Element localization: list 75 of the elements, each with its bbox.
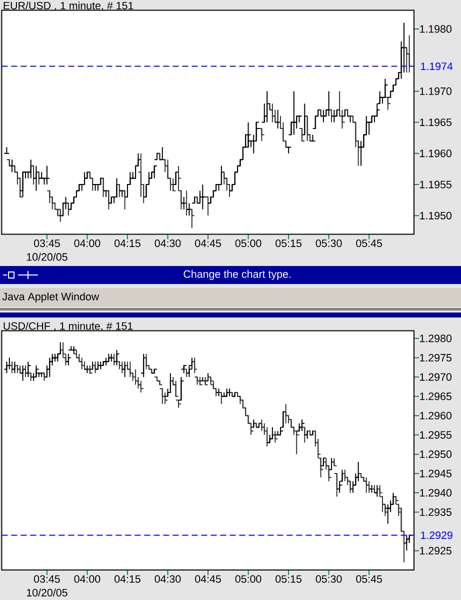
x-tick-label: 04:00 (74, 240, 100, 248)
x-tick-label: 05:30 (316, 240, 342, 248)
candlestick (184, 190, 190, 216)
candlestick (296, 116, 302, 123)
x-tick-label: 04:45 (195, 575, 221, 583)
candlestick (298, 128, 305, 142)
candlestick (138, 380, 144, 393)
y-tick-label: 1.2935 (420, 508, 452, 516)
candlestick (404, 47, 410, 74)
candlestick (33, 364, 40, 378)
candlestick (60, 202, 66, 216)
candlestick (116, 184, 122, 198)
x-tick-label: 04:15 (114, 240, 140, 248)
text: Java Applet Window (2, 292, 100, 302)
y-tick-label: 1.2925 (420, 546, 452, 554)
candlestick (46, 357, 53, 378)
y-tick-label: 1.2945 (420, 470, 452, 478)
y-tick-label: 1.2965 (420, 392, 452, 400)
text: 10/20/05 (26, 252, 68, 261)
ref-line-label: 1.1974 (421, 62, 453, 70)
candlestick (114, 350, 120, 366)
y-tick-label: 1.1970 (420, 87, 452, 95)
x-tick-label: 04:30 (154, 240, 181, 248)
y-tick-label: 1.2940 (420, 489, 452, 497)
candlestick (334, 473, 340, 498)
candlestick (159, 388, 166, 405)
x-tick-label: 05:00 (235, 240, 262, 248)
candlestick (221, 172, 228, 186)
candlestick (326, 465, 332, 482)
candlestick (188, 208, 195, 229)
candlestick (294, 430, 300, 455)
x-tick-label: 04:30 (154, 575, 181, 583)
candlestick (406, 34, 412, 74)
candlestick (288, 122, 294, 136)
candlestick (25, 361, 32, 378)
candlestick (4, 146, 10, 154)
ref-line-label: 1.2929 (421, 531, 452, 540)
y-tick-label: 1.1980 (420, 25, 452, 33)
text: Change the chart type. (184, 270, 290, 280)
candlestick (347, 480, 354, 494)
x-tick-label: 03:45 (34, 240, 60, 248)
candlestick (138, 152, 144, 198)
x-tick-label: 05:00 (235, 575, 262, 583)
y-tick-label: 1.2960 (420, 412, 452, 420)
y-tick-label: 1.2950 (420, 450, 452, 458)
y-tick-label: 1.1960 (420, 150, 452, 158)
x-tick-label: 04:15 (114, 575, 140, 583)
candlestick (46, 190, 53, 204)
x-tick-label: 05:45 (356, 575, 382, 583)
y-tick-label: 1.1955 (420, 180, 452, 188)
x-tick-label: 05:15 (276, 240, 302, 248)
y-tick-label: 1.2955 (420, 431, 452, 439)
candlestick (140, 353, 147, 378)
y-tick-label: 1.1950 (420, 212, 452, 220)
candlestick (178, 376, 184, 401)
candlestick (172, 380, 179, 397)
y-tick-label: 1.1965 (420, 118, 452, 126)
candlestick (286, 146, 292, 154)
candlestick (20, 172, 26, 198)
x-tick-label: 05:45 (356, 240, 382, 248)
x-tick-label: 03:45 (34, 575, 60, 583)
candlestick (172, 172, 179, 186)
y-tick-label: 1.2975 (420, 354, 452, 362)
y-tick-label: 1.2970 (420, 373, 452, 381)
candlestick (30, 165, 37, 186)
x-tick-label: 05:30 (316, 575, 342, 583)
candlestick (280, 411, 286, 428)
candlestick (384, 96, 391, 110)
text: 10/20/05 (26, 588, 68, 596)
x-tick-label: 04:45 (195, 240, 221, 248)
x-tick-label: 04:00 (74, 575, 100, 583)
candlestick (302, 103, 308, 136)
y-tick-label: 1.2980 (420, 334, 452, 342)
x-tick-label: 05:15 (276, 575, 302, 583)
candlestick (170, 178, 176, 192)
